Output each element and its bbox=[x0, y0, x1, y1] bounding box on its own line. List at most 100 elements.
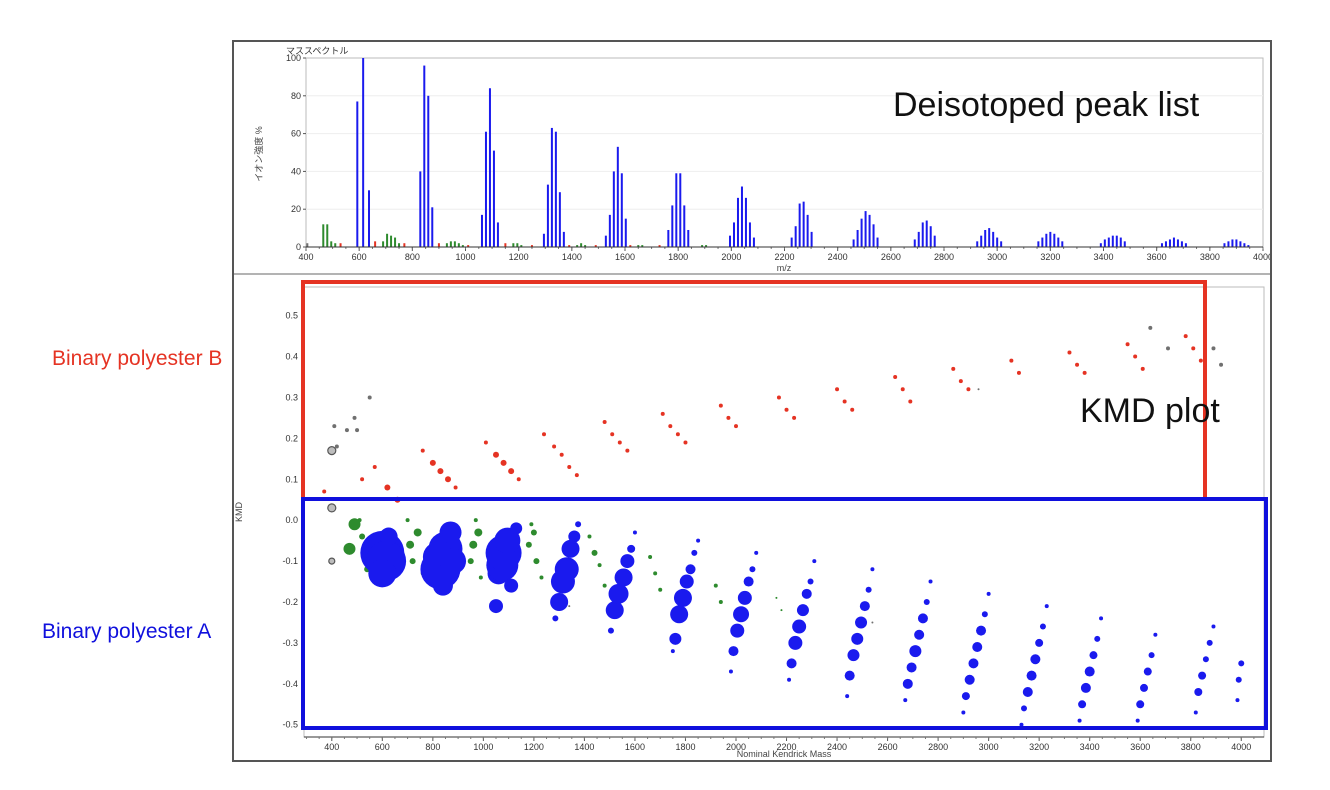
kmd-point-blue bbox=[669, 632, 682, 645]
spectrum-peak-green bbox=[584, 245, 587, 247]
spectrum-peak-blue bbox=[554, 131, 557, 247]
spectrum-peak-blue bbox=[798, 203, 801, 247]
mass-spectrum-chart: マススペクトル 400 600 800 1000 1200 1400 1600 1800 200… bbox=[253, 46, 1270, 273]
spectrum-peak-blue bbox=[1057, 237, 1060, 247]
kmd-point-red bbox=[842, 399, 847, 404]
spectrum-peak-red bbox=[594, 245, 597, 247]
spectrum-peak-blue bbox=[612, 171, 615, 247]
kmd-point-blue bbox=[1135, 718, 1140, 723]
spectrum-peak-green bbox=[705, 245, 708, 247]
kmd-point-blue bbox=[1099, 616, 1104, 621]
spectrum-peak-blue bbox=[667, 229, 670, 247]
kmd-point-red bbox=[445, 476, 451, 483]
kmd-point-red bbox=[617, 440, 622, 445]
kmd-point-red bbox=[322, 489, 327, 494]
spectrum-peak-blue bbox=[550, 127, 553, 247]
kmd-point-red bbox=[1075, 362, 1080, 367]
spectrum-peak-blue bbox=[794, 226, 797, 247]
kmd-point-blue bbox=[494, 527, 521, 554]
spectrum-peak-green bbox=[382, 241, 385, 247]
kmd-y-axis-title: KMD bbox=[234, 502, 244, 523]
kmd-point-blue bbox=[903, 698, 908, 703]
spectrum-peak-blue bbox=[484, 131, 487, 247]
figure-frame: マススペクトル 400 600 800 1000 1200 1400 1600 1800 200… bbox=[232, 40, 1272, 762]
kmd-point-red bbox=[542, 432, 546, 437]
kmd-point-gray bbox=[1211, 346, 1216, 351]
kmd-point-blue bbox=[632, 530, 637, 535]
spectrum-peak-blue bbox=[1180, 241, 1183, 247]
kmd-plot-area bbox=[303, 286, 1265, 738]
spectrum-peak-blue bbox=[492, 150, 495, 247]
spectrum-peak-red bbox=[629, 245, 632, 247]
spectrum-peak-green bbox=[461, 245, 464, 247]
kmd-point-red bbox=[792, 415, 797, 420]
spectrum-peak-red bbox=[374, 241, 377, 247]
kmd-point-blue bbox=[986, 591, 991, 596]
spectrum-peak-blue bbox=[616, 146, 619, 247]
kmd-point-gray bbox=[355, 428, 360, 433]
kmd-point-blue bbox=[914, 629, 925, 640]
kmd-point-blue bbox=[1094, 635, 1101, 642]
kmd-point-blue bbox=[561, 539, 580, 558]
kmd-point-green bbox=[530, 529, 537, 536]
kmd-point-gray bbox=[328, 557, 336, 565]
spectrum-peak-blue bbox=[860, 218, 863, 247]
kmd-point-blue bbox=[787, 677, 792, 682]
spectrum-peak-blue bbox=[732, 222, 735, 247]
spectrum-x-tick-label: 400 bbox=[298, 252, 313, 262]
kmd-point-blue bbox=[620, 554, 635, 569]
kmd-point-blue bbox=[1026, 670, 1037, 681]
spectrum-peak-green bbox=[516, 243, 519, 247]
spectrum-peak-blue bbox=[1239, 241, 1242, 247]
kmd-point-green bbox=[406, 540, 415, 549]
kmd-point-red bbox=[718, 403, 723, 408]
spectrum-peak-blue bbox=[1247, 245, 1250, 247]
kmd-point-blue bbox=[1235, 676, 1242, 683]
kmd-point-green bbox=[587, 534, 592, 539]
spectrum-peak-blue bbox=[1037, 241, 1040, 247]
kmd-point-blue bbox=[801, 588, 812, 599]
spectrum-peak-blue bbox=[1111, 235, 1114, 247]
kmd-point-blue bbox=[1193, 710, 1198, 715]
kmd-point-blue bbox=[976, 625, 987, 636]
kmd-point-blue bbox=[788, 635, 803, 650]
kmd-point-blue bbox=[670, 605, 689, 624]
kmd-point-blue bbox=[1078, 700, 1087, 709]
spectrum-peak-blue bbox=[368, 190, 371, 247]
kmd-point-green bbox=[718, 600, 723, 604]
spectrum-peak-blue bbox=[562, 231, 565, 247]
spectrum-peak-blue bbox=[736, 197, 739, 247]
spectrum-peak-blue bbox=[480, 214, 483, 247]
kmd-point-red bbox=[958, 379, 963, 384]
kmd-point-blue bbox=[743, 576, 754, 587]
kmd-point-blue bbox=[1077, 718, 1082, 723]
kmd-point-red bbox=[500, 459, 507, 466]
kmd-point-blue bbox=[627, 544, 636, 553]
kmd-point-gray bbox=[332, 424, 337, 429]
spectrum-peak-blue bbox=[1119, 237, 1122, 247]
spectrum-peak-green bbox=[637, 245, 640, 247]
spectrum-x-tick-label: 3200 bbox=[1040, 252, 1060, 262]
spectrum-peak-green bbox=[701, 245, 704, 247]
kmd-point-red bbox=[683, 440, 688, 445]
kmd-point-blue bbox=[440, 548, 467, 575]
kmd-y-tick-label: 0.0 bbox=[285, 515, 298, 525]
kmd-point-green bbox=[533, 558, 540, 565]
kmd-point-blue bbox=[1153, 632, 1158, 637]
spectrum-peak-blue bbox=[1103, 239, 1106, 247]
kmd-point-gray bbox=[1166, 346, 1170, 351]
kmd-y-tick-label: -0.5 bbox=[282, 720, 298, 730]
spectrum-y-tick-label: 40 bbox=[291, 166, 301, 176]
kmd-x-tick-label: 2800 bbox=[928, 742, 948, 752]
spectrum-y-tick-label: 60 bbox=[291, 129, 301, 139]
kmd-point-blue bbox=[550, 593, 569, 611]
spectrum-peak-gray bbox=[306, 243, 309, 247]
kmd-x-tick-label: 1000 bbox=[473, 742, 493, 752]
spectrum-peak-blue bbox=[604, 235, 607, 247]
spectrum-peak-blue bbox=[810, 231, 813, 247]
kmd-point-red bbox=[1183, 334, 1188, 339]
kmd-point-red bbox=[516, 477, 521, 482]
kmd-point-green bbox=[653, 571, 658, 576]
kmd-point-green bbox=[780, 609, 783, 612]
kmd-point-blue bbox=[730, 623, 745, 638]
